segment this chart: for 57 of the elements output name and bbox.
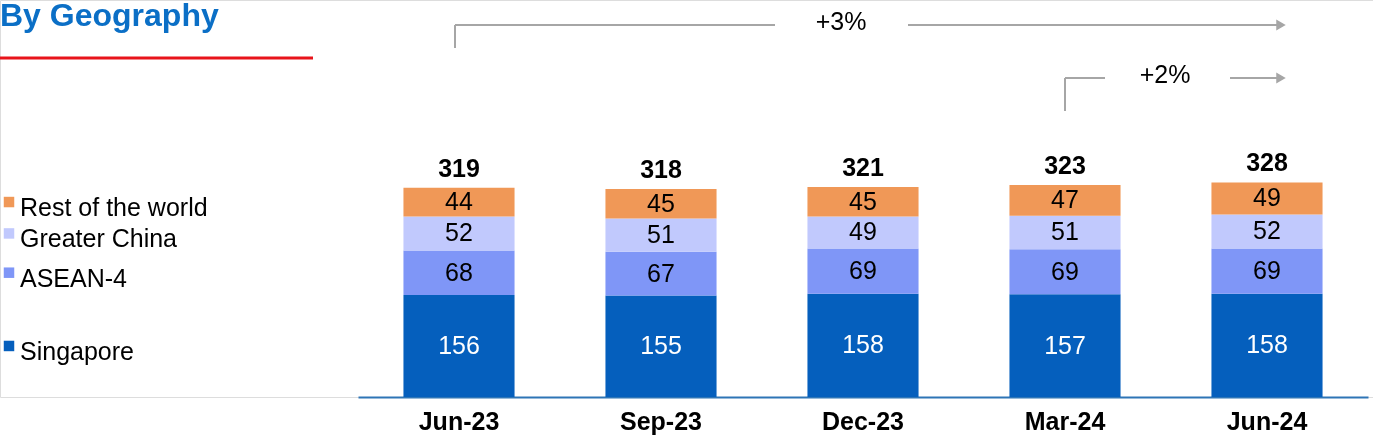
data-label: 155 <box>640 331 682 360</box>
text: +2% <box>1139 60 1191 88</box>
data-label: 69 <box>1051 256 1079 285</box>
legend-label: Rest of the world <box>20 193 208 222</box>
data-label: 68 <box>445 257 473 286</box>
x-tick-label: Dec-23 <box>822 406 904 435</box>
total-label: 323 <box>1044 151 1086 180</box>
bar <box>605 251 717 296</box>
bar <box>1009 215 1121 250</box>
legend-label: ASEAN-4 <box>20 263 128 292</box>
legend-label: Greater China <box>20 224 178 253</box>
data-label: 51 <box>1051 217 1079 246</box>
data-label: 52 <box>445 218 473 247</box>
data-label: 51 <box>647 220 675 249</box>
data-label: 157 <box>1044 330 1086 359</box>
bar <box>807 186 919 217</box>
total-label: 321 <box>842 152 884 181</box>
bar <box>403 294 515 397</box>
legend-label: Singapore <box>20 336 134 365</box>
total-label: 318 <box>640 154 682 183</box>
data-label: 156 <box>438 330 480 359</box>
bar <box>1211 214 1323 249</box>
x-tick-label: Sep-23 <box>620 406 702 435</box>
bar <box>807 248 919 294</box>
bar <box>605 188 717 219</box>
data-label: 69 <box>1253 256 1281 285</box>
text: +3% <box>815 7 867 35</box>
data-label: 47 <box>1051 185 1079 214</box>
bar <box>605 295 717 397</box>
chart-title: By Geography <box>0 0 219 33</box>
bar <box>403 187 515 217</box>
bar <box>1211 182 1323 215</box>
bar <box>1009 249 1121 295</box>
bar <box>403 250 515 295</box>
x-tick-label: Jun-24 <box>1226 406 1308 435</box>
data-label: 44 <box>445 187 473 216</box>
data-label: 52 <box>1253 216 1281 245</box>
x-tick-label: Mar-24 <box>1024 406 1106 435</box>
total-label: 328 <box>1246 148 1288 177</box>
bar <box>807 293 919 397</box>
data-label: 49 <box>1253 183 1281 212</box>
bar <box>403 216 515 251</box>
data-label: 45 <box>849 186 877 215</box>
data-label: 45 <box>647 188 675 217</box>
total-label: 319 <box>438 153 480 182</box>
data-label: 49 <box>849 217 877 246</box>
data-label: 69 <box>849 256 877 285</box>
bar <box>807 216 919 249</box>
bar <box>1009 185 1121 216</box>
bar <box>605 218 717 252</box>
bar <box>1009 294 1121 397</box>
data-label: 158 <box>1246 330 1288 359</box>
data-label: 158 <box>842 330 884 359</box>
bar <box>1211 248 1323 294</box>
data-label: 67 <box>647 258 675 287</box>
bar <box>1211 293 1323 397</box>
x-tick-label: Jun-23 <box>418 406 500 435</box>
